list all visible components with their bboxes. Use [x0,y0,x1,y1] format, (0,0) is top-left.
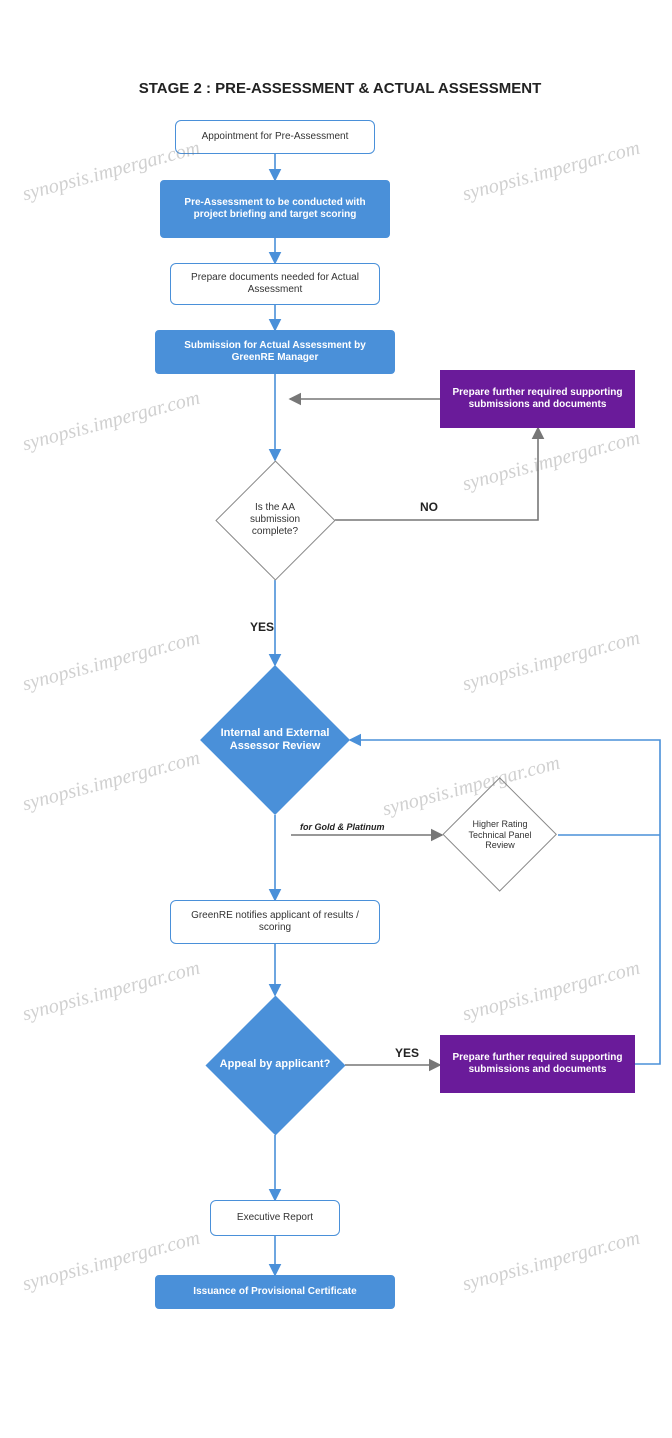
decision-appeal: Appeal by applicant? [205,995,345,1135]
watermark-text: synopsis.impergar.com [20,747,202,816]
watermark-text: synopsis.impergar.com [460,627,642,696]
watermark-text: synopsis.impergar.com [460,957,642,1026]
node-prepare-docs: Prepare documents needed for Actual Asse… [170,263,380,305]
node-prepare-further-bottom: Prepare further required supporting subm… [440,1035,635,1093]
edge-label-yes-2: YES [395,1046,419,1060]
watermark-text: synopsis.impergar.com [20,627,202,696]
edge-label-yes-1: YES [250,620,274,634]
decision-higher-rating: Higher Rating Technical Panel Review [443,778,558,893]
flowchart-canvas: STAGE 2 : PRE-ASSESSMENT & ACTUAL ASSESS… [0,0,672,1438]
node-appointment: Appointment for Pre-Assessment [175,120,375,154]
edge-label-gold-platinum: for Gold & Platinum [300,822,385,832]
edge-label-no: NO [420,500,438,514]
watermark-text: synopsis.impergar.com [460,427,642,496]
node-notify-results: GreenRE notifies applicant of results / … [170,900,380,944]
decision-assessor-review: Internal and External Assessor Review [200,665,350,815]
decision-aa-complete: Is the AA submission complete? [215,460,335,580]
watermark-text: synopsis.impergar.com [460,137,642,206]
node-executive-report: Executive Report [210,1200,340,1236]
node-issuance-cert: Issuance of Provisional Certificate [155,1275,395,1309]
watermark-text: synopsis.impergar.com [20,957,202,1026]
node-submission-aa: Submission for Actual Assessment by Gree… [155,330,395,374]
node-preassessment-conduct: Pre-Assessment to be conducted with proj… [160,180,390,238]
watermark-text: synopsis.impergar.com [20,387,202,456]
stage-title: STAGE 2 : PRE-ASSESSMENT & ACTUAL ASSESS… [110,80,570,97]
watermark-text: synopsis.impergar.com [460,1227,642,1296]
node-prepare-further-top: Prepare further required supporting subm… [440,370,635,428]
